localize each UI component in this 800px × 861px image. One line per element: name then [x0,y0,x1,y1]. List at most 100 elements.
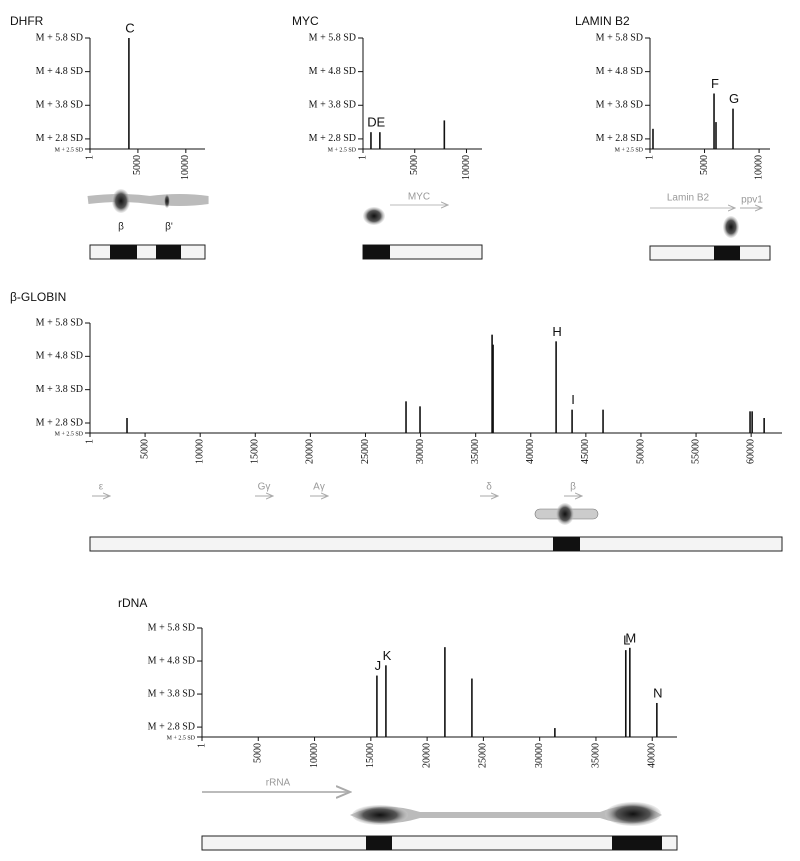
diagram-label: ppv1 [741,195,763,206]
map-block [714,246,740,260]
diagram-label: ε [99,482,104,493]
map-block [553,537,580,551]
y-tick-label: M + 2.8 SD [309,133,356,144]
x-tick-label: 10000 [180,155,191,180]
map-bar [201,835,678,851]
y-tick-label: M + 3.8 SD [36,100,83,111]
y-tick-label: M + 2.5 SD [615,147,644,153]
diagram-label: β [118,222,124,233]
diagram-label: δ [486,482,492,493]
x-tick-label: 15000 [365,743,376,768]
y-tick-label: M + 4.8 SD [36,66,83,77]
diagram-label: β' [165,222,173,233]
map-bar [89,244,206,260]
x-tick-label: 1 [196,743,207,748]
peak-label: L [623,633,630,648]
x-tick-label: 5000 [132,155,143,175]
chart-title: β-GLOBIN [10,290,66,304]
y-tick-label: M + 2.8 SD [36,133,83,144]
y-tick-label: M + 3.8 SD [596,100,643,111]
peak-label: H [552,324,561,339]
x-tick-label: 60000 [745,439,756,464]
y-tick-label: M + 2.8 SD [148,721,195,732]
x-tick-label: 20000 [305,439,316,464]
peak-label: J [375,658,382,673]
peak-label: E [377,115,386,130]
x-tick-label: 1 [644,155,655,160]
map-block [612,836,662,850]
peak-label: F [711,76,719,91]
x-tick-label: 25000 [360,439,371,464]
peak-label: I [571,392,575,407]
x-tick-label: 30000 [534,743,545,768]
y-tick-label: M + 5.8 SD [596,32,643,43]
x-tick-label: 15000 [250,439,261,464]
x-tick-label: 25000 [478,743,489,768]
y-tick-label: M + 2.5 SD [328,147,357,153]
x-tick-label: 5000 [139,439,150,459]
y-tick-label: M + 5.8 SD [36,32,83,43]
x-tick-label: 5000 [699,155,710,175]
x-tick-label: 1 [84,155,95,160]
x-tick-label: 5000 [253,743,264,763]
origin-blob [605,802,661,826]
y-tick-label: M + 5.8 SD [36,317,83,328]
peak-label: C [125,20,134,35]
map-bar [649,245,771,261]
map-block [156,245,181,259]
diagram-label: Aγ [313,482,325,493]
peak-label: D [367,115,376,130]
x-tick-label: 50000 [635,439,646,464]
y-tick-label: M + 3.8 SD [309,100,356,111]
diagram-label: Lamin B2 [667,193,710,204]
origin-blob [363,207,385,225]
chart-title: DHFR [10,14,44,28]
x-tick-label: 1 [357,155,368,160]
peak-label: N [653,685,662,700]
x-tick-label: 30000 [415,439,426,464]
y-tick-label: M + 2.8 SD [36,417,83,428]
y-tick-label: M + 2.5 SD [55,147,84,153]
chromatin [87,194,209,206]
origin-blob [352,805,408,825]
y-tick-label: M + 3.8 SD [148,688,195,699]
x-tick-label: 10000 [753,155,764,180]
chromatin [350,805,662,824]
origin-blob [164,194,170,208]
y-tick-label: M + 5.8 SD [148,622,195,633]
x-tick-label: 40000 [647,743,658,768]
map-block [366,836,392,850]
diagram-label: rRNA [266,778,291,789]
x-tick-label: 10000 [194,439,205,464]
peak-label: M [625,630,636,645]
y-tick-label: M + 5.8 SD [309,32,356,43]
chart-title: MYC [292,14,319,28]
y-tick-label: M + 4.8 SD [309,66,356,77]
y-tick-label: M + 4.8 SD [148,655,195,666]
origin-blob [556,503,574,525]
map-block [363,245,390,259]
map-bar [89,536,783,552]
chart-title: LAMIN B2 [575,14,630,28]
y-tick-label: M + 2.5 SD [55,431,84,437]
y-tick-label: M + 4.8 SD [36,351,83,362]
diagram-label: Gγ [258,482,271,493]
x-tick-label: 20000 [421,743,432,768]
origin-blob [112,189,130,213]
x-tick-label: 55000 [690,439,701,464]
x-tick-label: 35000 [590,743,601,768]
x-tick-label: 40000 [525,439,536,464]
diagram-label: β [570,482,576,493]
x-tick-label: 1 [84,439,95,444]
x-tick-label: 10000 [309,743,320,768]
x-tick-label: 35000 [470,439,481,464]
chart-title: rDNA [118,596,147,610]
y-tick-label: M + 3.8 SD [36,384,83,395]
y-tick-label: M + 2.8 SD [596,133,643,144]
y-tick-label: M + 2.5 SD [167,735,196,741]
x-tick-label: 45000 [580,439,591,464]
x-tick-label: 10000 [461,155,472,180]
peak-label: G [729,91,739,106]
peak-label: K [383,648,392,663]
